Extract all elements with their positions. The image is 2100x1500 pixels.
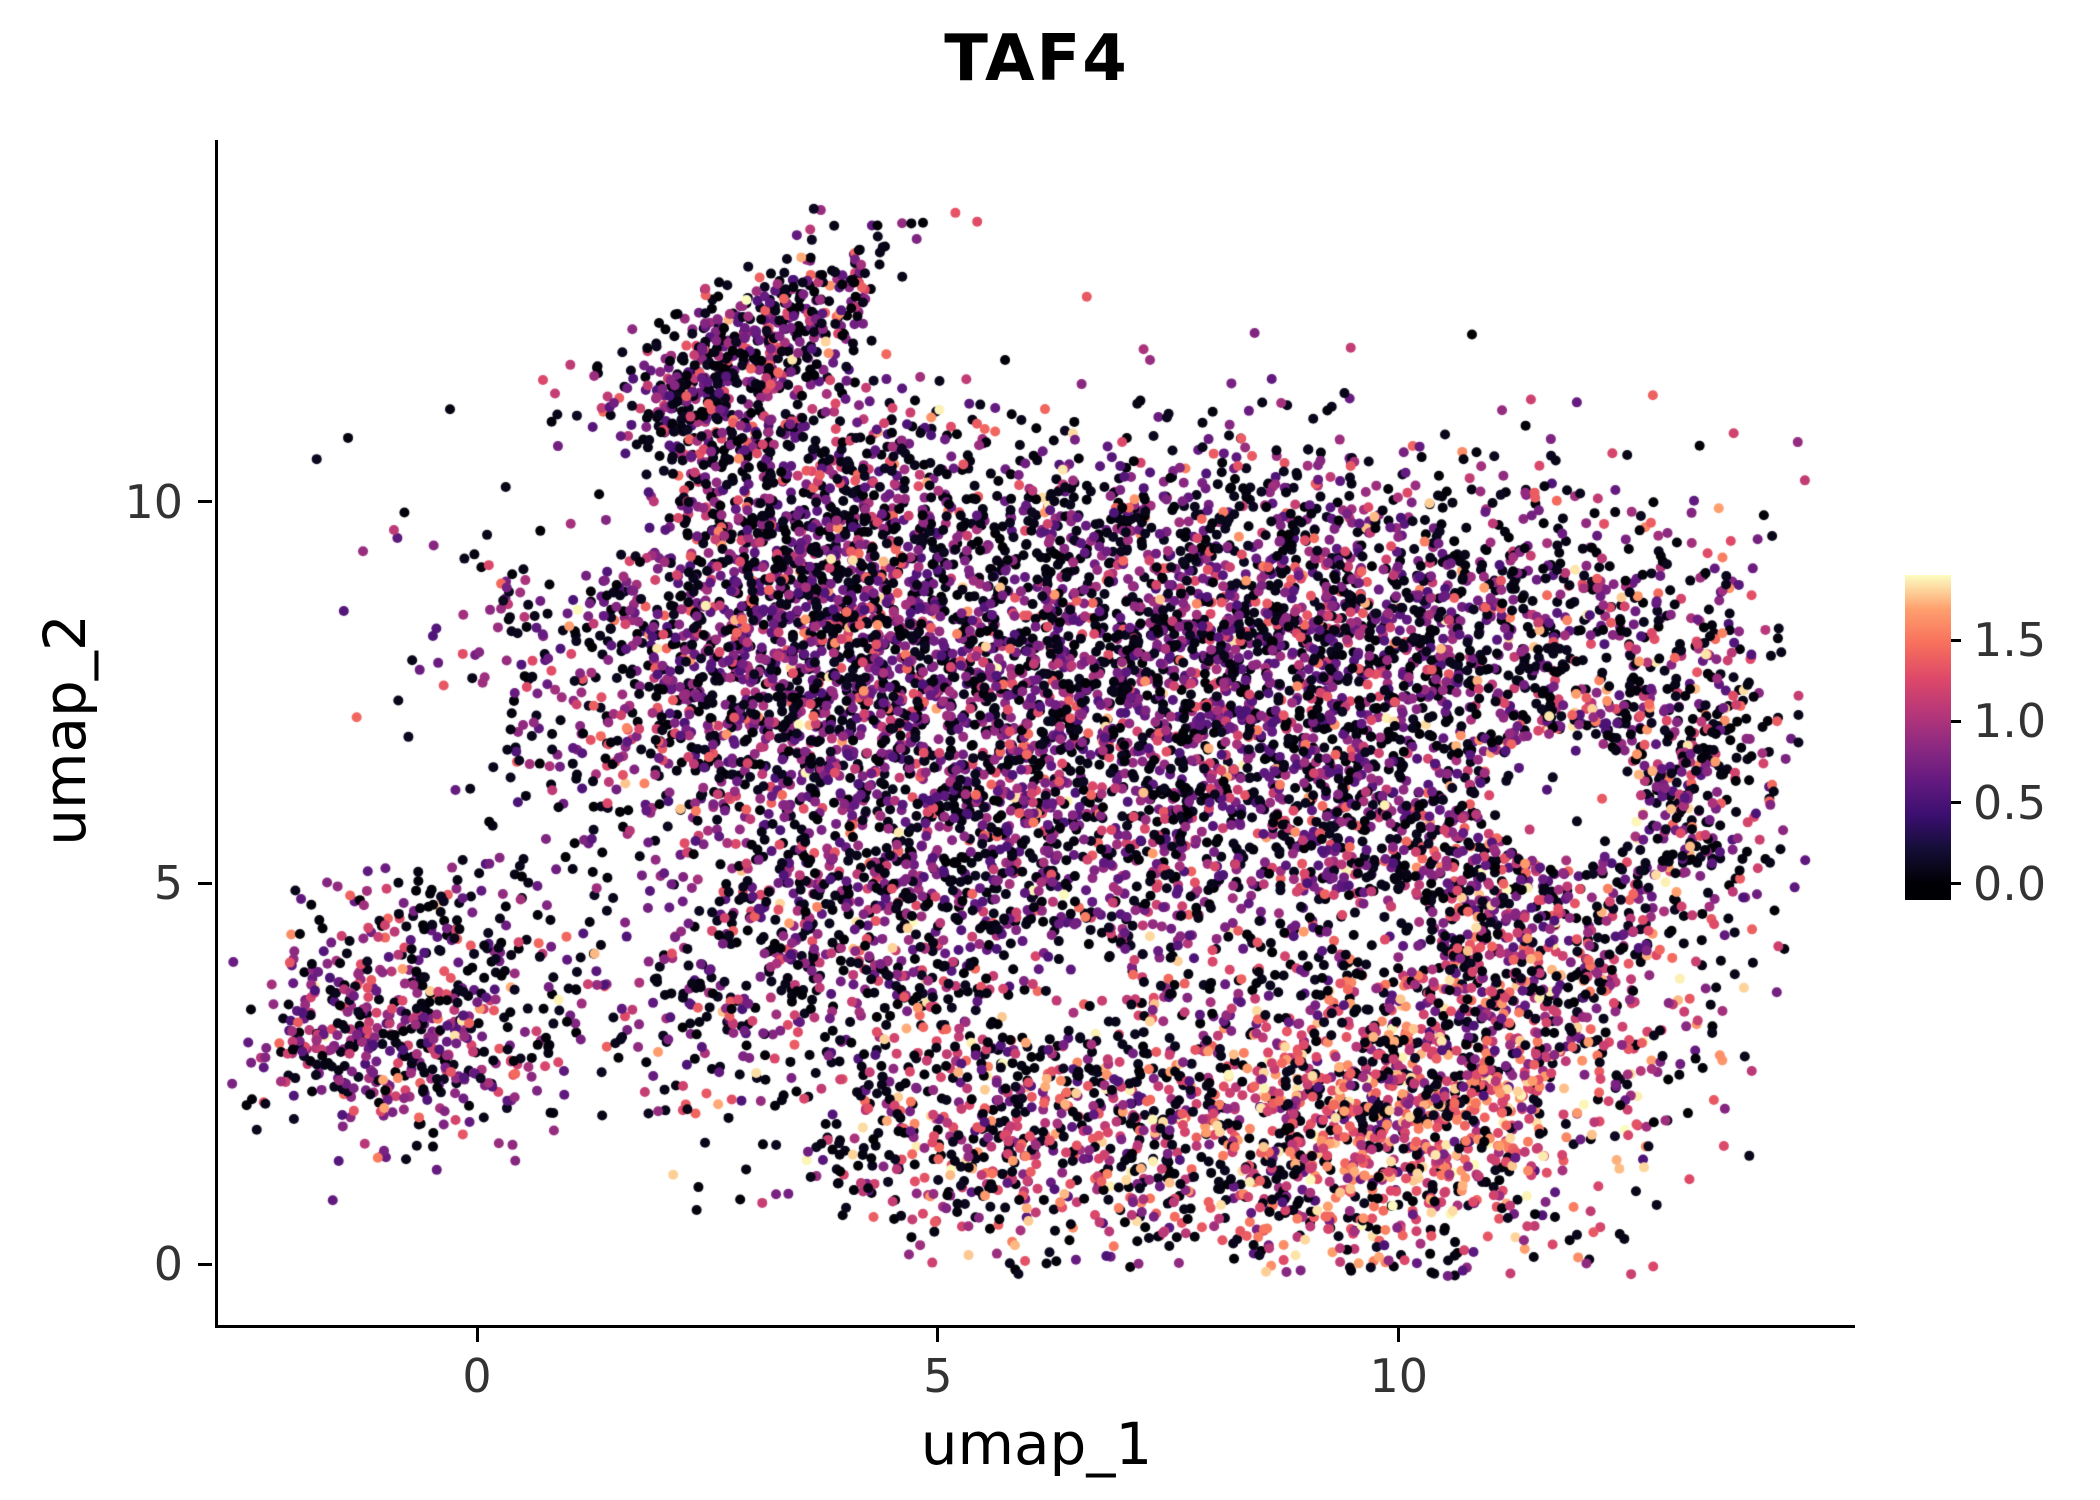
- colorbar-tick-label: 1.0: [1973, 694, 2047, 749]
- plot-title: TAF4: [944, 22, 1129, 96]
- y-axis-title: umap_2: [31, 613, 99, 846]
- colorbar-tick-mark: [1951, 719, 1961, 723]
- y-axis-line: [215, 140, 218, 1328]
- plot-area: [218, 140, 1855, 1325]
- colorbar-tick-label: 0.5: [1973, 775, 2047, 830]
- y-tick-label: 5: [153, 856, 183, 910]
- y-tick-mark: [198, 881, 212, 885]
- x-tick-mark: [1397, 1328, 1401, 1342]
- x-tick-mark: [475, 1328, 479, 1342]
- colorbar-tick-label: 0.0: [1973, 856, 2047, 911]
- x-axis-line: [215, 1325, 1855, 1328]
- x-tick-mark: [936, 1328, 940, 1342]
- y-tick-label: 10: [124, 474, 183, 529]
- x-tick-label: 0: [462, 1349, 492, 1403]
- y-tick-mark: [198, 500, 212, 504]
- scatter-points-canvas: [218, 140, 1855, 1325]
- x-tick-label: 5: [923, 1349, 953, 1403]
- colorbar-tick-mark: [1951, 638, 1961, 642]
- colorbar-tick-mark: [1951, 882, 1961, 886]
- y-tick-mark: [198, 1262, 212, 1266]
- colorbar-gradient: [1905, 575, 1951, 900]
- colorbar-tick-label: 1.5: [1973, 613, 2047, 667]
- y-tick-label: 0: [153, 1237, 183, 1292]
- x-axis-title: umap_1: [920, 1410, 1153, 1478]
- x-tick-label: 10: [1369, 1349, 1428, 1403]
- colorbar-tick-mark: [1951, 801, 1961, 804]
